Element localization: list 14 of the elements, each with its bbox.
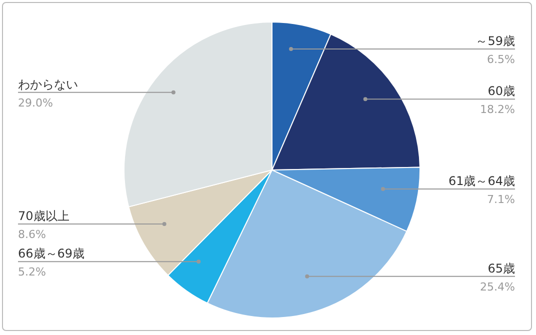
data-label: 29.0%: [18, 96, 53, 110]
slice-label: 70歳以上: [18, 208, 70, 223]
slice-label: 66歳～69歳: [18, 246, 85, 261]
data-label: 6.5%: [487, 53, 515, 66]
data-label: 8.6%: [18, 228, 46, 241]
slice-label: 65歳: [488, 261, 515, 276]
slice-label: わからない: [18, 77, 78, 92]
data-label: 5.2%: [18, 266, 46, 279]
data-label: 18.2%: [480, 103, 515, 116]
data-label: 7.1%: [487, 193, 515, 206]
slice-label: ～59歳: [476, 34, 515, 48]
slice-label: 60歳: [488, 84, 515, 98]
data-label: 25.4%: [480, 280, 515, 294]
slice-label: 61歳～64歳: [448, 174, 515, 188]
